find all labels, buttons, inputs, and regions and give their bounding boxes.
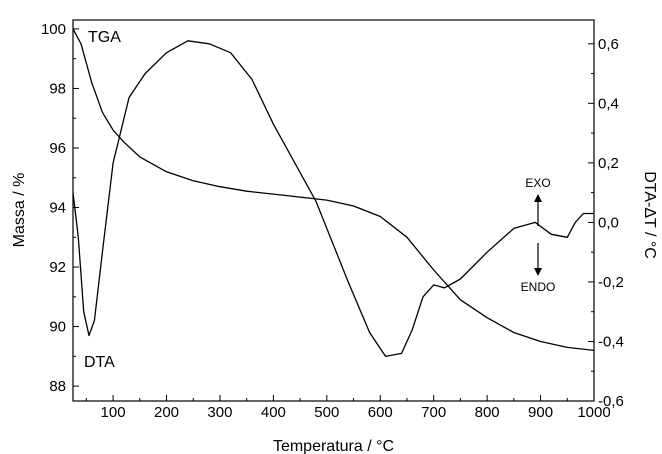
series-line-tga xyxy=(72,28,595,352)
right-y-tick-label: -0,6 xyxy=(598,393,624,410)
tga-curve-label: TGA xyxy=(88,29,121,46)
x-axis: 100 200 300 400 500 600 700 800 900 1000 xyxy=(85,395,611,421)
x-tick-label: 200 xyxy=(154,404,179,421)
left-y-tick-label: 96 xyxy=(49,140,66,157)
right-y-axis-title: DTA-ΔT / °C xyxy=(641,171,658,259)
curves-layer xyxy=(72,28,595,358)
dta-curve-label: DTA xyxy=(84,354,115,371)
right-y-tick-label: -0,4 xyxy=(598,333,624,350)
exo-label: EXO xyxy=(525,176,550,190)
series-line-dta xyxy=(72,40,594,358)
right-y-tick-label: 0,6 xyxy=(598,36,619,53)
x-axis-title: Temperatura / °C xyxy=(273,438,394,454)
right-y-tick-label: 0,0 xyxy=(598,214,619,231)
x-tick-label: 800 xyxy=(475,404,500,421)
x-tick-label: 400 xyxy=(261,404,286,421)
left-y-tick-label: 88 xyxy=(49,378,66,395)
left-y-axis: 88 90 92 94 96 98 100 xyxy=(41,21,79,395)
x-tick-label: 700 xyxy=(421,404,446,421)
left-y-axis-title: Massa / % xyxy=(11,173,28,248)
right-y-axis: -0,6 -0,4 -0,2 0,0 0,2 0,4 0,6 xyxy=(588,36,624,410)
right-y-tick-label: -0,2 xyxy=(598,274,624,291)
left-y-tick-label: 98 xyxy=(49,80,66,97)
endo-arrow-icon xyxy=(534,243,542,276)
x-tick-label: 1000 xyxy=(577,404,610,421)
right-y-tick-label: 0,4 xyxy=(598,95,619,112)
left-y-tick-label: 92 xyxy=(49,259,66,276)
left-y-tick-label: 100 xyxy=(41,21,66,38)
x-tick-label: 600 xyxy=(368,404,393,421)
right-y-tick-label: 0,2 xyxy=(598,155,619,172)
x-tick-label: 100 xyxy=(101,404,126,421)
x-tick-label: 900 xyxy=(528,404,553,421)
x-tick-label: 300 xyxy=(207,404,232,421)
exo-arrow-icon xyxy=(534,194,542,226)
endo-label: ENDO xyxy=(521,280,556,294)
left-y-tick-label: 94 xyxy=(49,200,66,217)
left-y-tick-label: 90 xyxy=(49,319,66,336)
plot-frame xyxy=(72,19,595,402)
x-tick-label: 500 xyxy=(314,404,339,421)
